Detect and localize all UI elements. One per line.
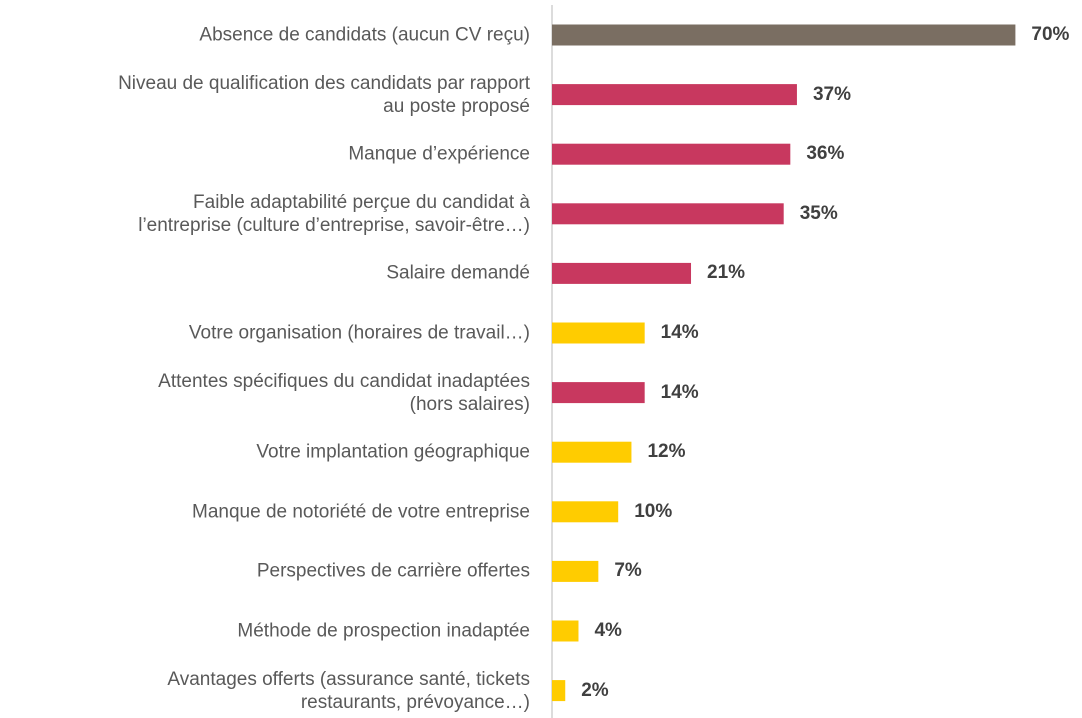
value-label: 14% [660,322,699,343]
bar [552,143,791,165]
value-label: 14% [660,381,699,403]
bar [552,680,566,702]
category-label: Manque d’expérience [348,143,530,165]
value-label: 4% [594,620,622,641]
value-label: 21% [707,262,746,284]
category-label: Méthode de prospection inadaptée [237,620,530,642]
value-label: 2% [581,679,609,701]
value-label: 36% [806,143,845,165]
value-label: 7% [614,560,642,582]
bar [552,560,599,582]
value-label: 37% [812,83,851,105]
category-label: Perspectives de carrière offertes [256,560,530,582]
category-label: Faible adaptabilité perçue du candidat à… [138,191,530,236]
category-label: Niveau de qualification des candidats pa… [118,72,530,117]
bar [552,203,784,225]
bar [552,382,645,404]
category-label: Votre organisation (horaires de travail…… [188,322,530,344]
bar [552,620,579,642]
category-label: Salaire demandé [386,262,530,284]
bar [552,322,645,344]
value-label: 10% [634,500,673,522]
category-label: Attentes spécifiques du candidat inadapt… [158,370,530,415]
category-label: Manque de notoriété de votre entreprise [192,501,530,523]
bar [552,262,692,284]
value-label: 12% [647,441,686,463]
bar [552,501,619,523]
category-label: Absence de candidats (aucun CV reçu) [199,24,530,46]
category-label: Votre implantation géographique [256,441,530,463]
bar [552,441,632,463]
value-label: 35% [799,202,838,224]
value-label: 70% [1031,24,1070,45]
category-label: Avantages offerts (assurance santé, tick… [167,668,530,713]
bar [552,24,1016,46]
bar [552,84,797,106]
